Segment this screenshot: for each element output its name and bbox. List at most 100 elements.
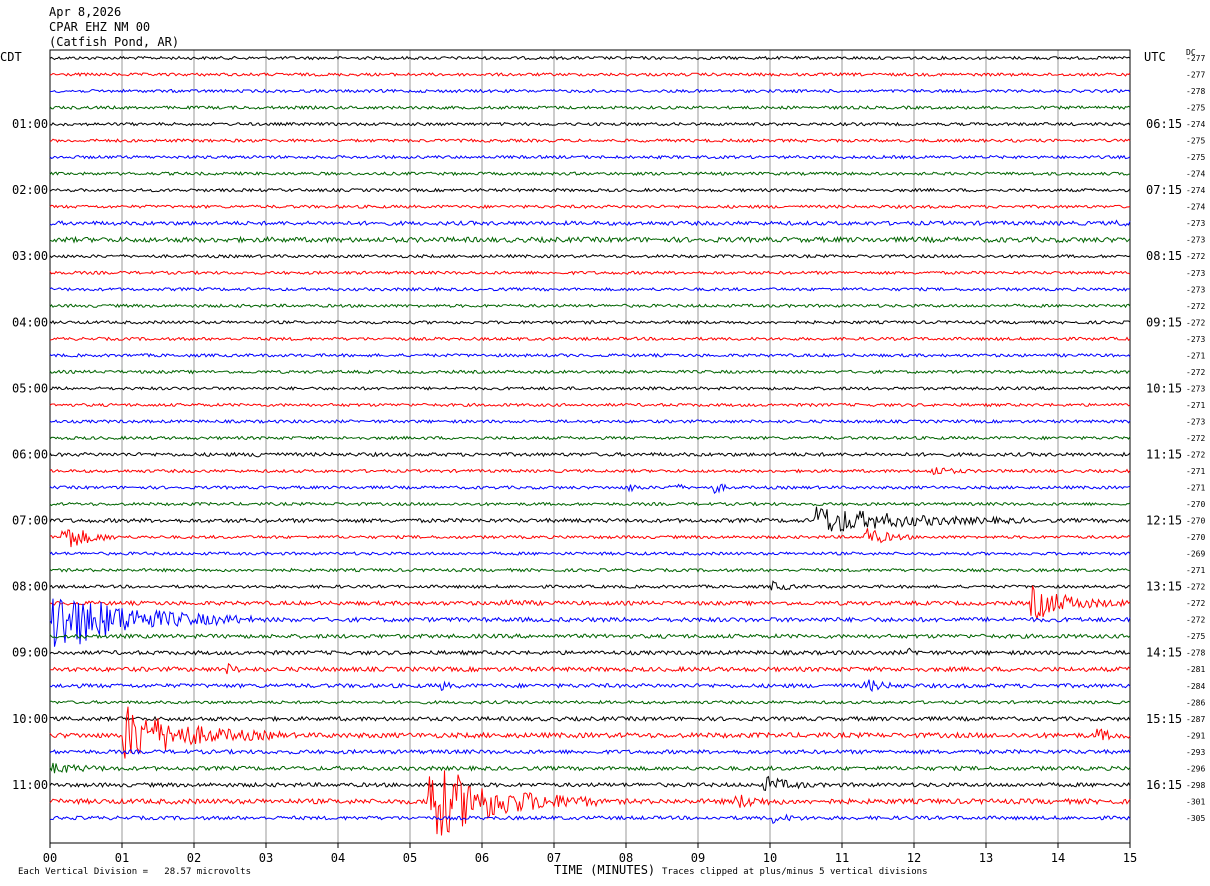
dc-offset-label: -271 xyxy=(1186,484,1205,493)
dc-offset-label: -272 xyxy=(1186,368,1205,377)
dc-offset-label: -272 xyxy=(1186,583,1205,592)
header-date: Apr 8,2026 xyxy=(49,5,122,19)
dc-offset-label: -277 xyxy=(1186,54,1205,63)
x-tick-label: 08 xyxy=(619,851,633,865)
left-hour-label: 11:00 xyxy=(12,778,48,792)
right-hour-label: 15:15 xyxy=(1146,712,1182,726)
right-hour-label: 07:15 xyxy=(1146,183,1182,197)
left-hour-label: 05:00 xyxy=(12,381,48,395)
trace-20 xyxy=(49,385,1131,391)
trace-13 xyxy=(49,270,1131,276)
x-tick-label: 10 xyxy=(763,851,777,865)
dc-offset-label: -272 xyxy=(1186,599,1205,608)
dc-offset-label: -271 xyxy=(1186,351,1205,360)
x-tick-label: 05 xyxy=(403,851,417,865)
dc-offset-label: -284 xyxy=(1186,682,1205,691)
trace-31 xyxy=(49,567,1131,573)
dc-offset-header: DC xyxy=(1186,48,1196,57)
right-hour-label: 11:15 xyxy=(1146,447,1182,461)
trace-29 xyxy=(49,528,1131,548)
left-timezone-label: CDT xyxy=(0,50,22,64)
dc-offset-label: -272 xyxy=(1186,434,1205,443)
trace-21 xyxy=(49,402,1131,408)
trace-35 xyxy=(49,633,1131,640)
x-tick-label: 03 xyxy=(259,851,273,865)
right-hour-label: 16:15 xyxy=(1146,778,1182,792)
trace-12 xyxy=(49,253,1131,259)
minute-gridlines xyxy=(49,49,1131,844)
dc-offset-label: -274 xyxy=(1186,120,1205,129)
right-timezone-label: UTC xyxy=(1144,50,1166,64)
left-hour-label: 03:00 xyxy=(12,249,48,263)
dc-offset-label: -273 xyxy=(1186,219,1205,228)
seismic-traces xyxy=(49,55,1131,836)
dc-offset-label: -272 xyxy=(1186,616,1205,625)
x-tick-label: 15 xyxy=(1123,851,1137,865)
dc-offset-label: -273 xyxy=(1186,384,1205,393)
x-tick-label: 01 xyxy=(115,851,129,865)
dc-offset-label: -277 xyxy=(1186,71,1205,80)
dc-offset-label: -296 xyxy=(1186,764,1205,773)
x-tick-label: 09 xyxy=(691,851,705,865)
trace-18 xyxy=(49,352,1131,359)
dc-offset-label: -293 xyxy=(1186,748,1205,757)
dc-offset-label: -274 xyxy=(1186,186,1205,195)
trace-30 xyxy=(49,551,1131,557)
trace-10 xyxy=(49,219,1131,227)
right-hour-label: 14:15 xyxy=(1146,646,1182,660)
trace-27 xyxy=(49,501,1131,507)
x-tick-label: 07 xyxy=(547,851,561,865)
clip-note: Traces clipped at plus/minus 5 vertical … xyxy=(662,867,928,877)
trace-43 xyxy=(49,762,1131,774)
right-hour-label: 06:15 xyxy=(1146,117,1182,131)
dc-offset-label: -273 xyxy=(1186,335,1205,344)
dc-offset-label: -270 xyxy=(1186,500,1205,509)
trace-9 xyxy=(49,204,1131,210)
dc-offset-label: -275 xyxy=(1186,632,1205,641)
x-axis-ticks: 00 01 02 03 04 05 06 07 08 09 10 11 12 13 14 15 xyxy=(43,843,1137,865)
trace-3 xyxy=(49,105,1131,111)
dc-offset-label: -272 xyxy=(1186,302,1205,311)
trace-36 xyxy=(49,647,1131,656)
trace-45 xyxy=(49,770,1131,836)
trace-17 xyxy=(49,336,1131,342)
right-hour-labels: 06:15 07:15 08:15 09:15 10:15 11:15 12:15 13:15… xyxy=(1146,117,1182,792)
dc-offset-label: -305 xyxy=(1186,814,1205,823)
right-hour-label: 09:15 xyxy=(1146,315,1182,329)
trace-32 xyxy=(49,580,1130,591)
dc-offset-label: -272 xyxy=(1186,318,1205,327)
dc-offset-label: -272 xyxy=(1186,252,1205,261)
dc-offset-label: -286 xyxy=(1186,698,1205,707)
trace-24 xyxy=(49,451,1131,458)
left-hour-label: 02:00 xyxy=(12,183,48,197)
trace-8 xyxy=(49,187,1131,193)
dc-offset-label: -275 xyxy=(1186,137,1205,146)
trace-16 xyxy=(49,319,1131,325)
x-tick-label: 04 xyxy=(331,851,345,865)
left-hour-label: 04:00 xyxy=(12,315,48,329)
dc-offset-label: -270 xyxy=(1186,517,1205,526)
dc-offset-label: -291 xyxy=(1186,731,1205,740)
trace-37 xyxy=(49,662,1131,675)
trace-46 xyxy=(49,813,1131,825)
dc-offset-label: -270 xyxy=(1186,533,1205,542)
trace-23 xyxy=(49,435,1131,441)
dc-offset-label: -273 xyxy=(1186,417,1205,426)
trace-41 xyxy=(49,706,1131,759)
trace-14 xyxy=(49,286,1131,292)
x-tick-label: 13 xyxy=(979,851,993,865)
left-hour-labels: 01:00 02:00 03:00 04:00 05:00 06:00 07:00 08:00… xyxy=(12,117,48,792)
trace-5 xyxy=(49,138,1131,144)
trace-38 xyxy=(49,679,1131,693)
dc-offset-label: -273 xyxy=(1186,285,1205,294)
right-hour-label: 08:15 xyxy=(1146,249,1182,263)
trace-44 xyxy=(49,775,1131,792)
dc-offset-label: -271 xyxy=(1186,401,1205,410)
trace-19 xyxy=(49,369,1131,375)
trace-6 xyxy=(49,154,1131,160)
left-hour-label: 07:00 xyxy=(12,514,48,528)
dc-offset-label: -274 xyxy=(1186,203,1205,212)
x-tick-label: 00 xyxy=(43,851,57,865)
plot-frame xyxy=(49,49,1131,844)
